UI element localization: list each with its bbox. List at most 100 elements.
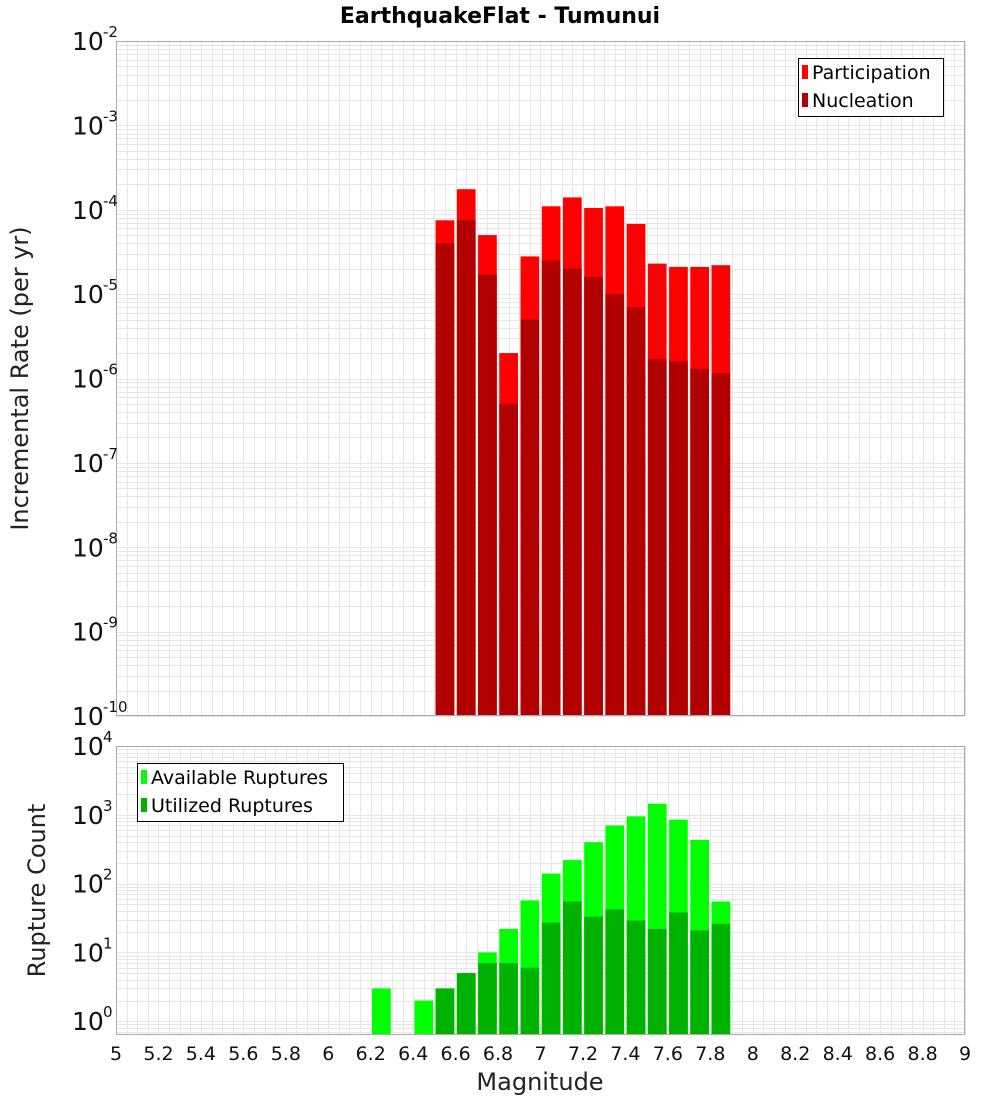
bar	[669, 912, 688, 1035]
legend-box	[137, 763, 344, 822]
y-tick-base: 10	[72, 618, 104, 647]
y-tick-label: 10 -2	[72, 23, 118, 56]
y-tick-exponent: -6	[103, 361, 118, 379]
y-tick-label: 10 3	[72, 797, 113, 830]
bar	[605, 294, 625, 716]
bar	[499, 403, 518, 716]
bar	[584, 916, 603, 1035]
bar	[435, 243, 455, 717]
bar	[669, 361, 688, 716]
y-tick-base: 10	[72, 801, 104, 830]
y-tick-base: 10	[72, 938, 104, 967]
bar	[478, 274, 497, 716]
bar	[456, 220, 476, 717]
x-tick-label: 8	[747, 1043, 759, 1065]
bar	[626, 307, 646, 716]
plot-frame	[116, 746, 965, 1035]
bar	[456, 973, 476, 1035]
legend-swatch	[802, 65, 808, 79]
legend: Available Ruptures Utilized Ruptures	[137, 763, 344, 822]
y-tick-label: 10 -6	[72, 361, 118, 394]
y-tick-base: 10	[72, 280, 104, 309]
x-tick-label: 8.8	[907, 1043, 937, 1065]
legend-swatch	[802, 93, 808, 107]
legend-box	[798, 58, 944, 117]
y-tick-exponent: 2	[103, 866, 113, 884]
bar	[626, 920, 646, 1035]
bar	[647, 359, 667, 716]
x-tick-label: 6.2	[356, 1043, 386, 1065]
bar	[690, 930, 709, 1035]
bar	[563, 901, 582, 1035]
bar	[499, 963, 518, 1035]
legend-swatch	[141, 798, 147, 812]
x-tick-label: 6.6	[440, 1043, 470, 1065]
x-tick-label: 8.4	[823, 1043, 853, 1065]
y-tick-exponent: -5	[103, 276, 118, 294]
grid	[116, 41, 966, 717]
y-tick-exponent: -3	[103, 107, 118, 125]
x-tick-label: 6	[322, 1043, 334, 1065]
legend-item: Available Ruptures	[151, 767, 328, 789]
series-utilized-ruptures	[435, 901, 731, 1035]
y-tick-exponent: -4	[103, 192, 118, 210]
y-tick-base: 10	[72, 870, 104, 899]
bar	[435, 988, 455, 1035]
y-tick-label: 10 -4	[72, 192, 118, 225]
x-tick-label: 5.4	[186, 1043, 216, 1065]
y-tick-base: 10	[72, 702, 104, 731]
y-tick-base: 10	[72, 533, 104, 562]
bar	[478, 963, 497, 1035]
bar	[414, 1000, 434, 1035]
x-tick-label: 9	[959, 1043, 971, 1065]
legend: Participation Nucleation	[798, 58, 944, 117]
bar	[711, 923, 731, 1035]
x-tick-label: 7.6	[653, 1043, 683, 1065]
bar	[372, 988, 391, 1035]
x-tick-label: 7.4	[610, 1043, 640, 1065]
y-tick-exponent: -10	[103, 698, 128, 716]
y-tick-label: 10 1	[72, 934, 113, 967]
x-tick-label: 6.4	[398, 1043, 428, 1065]
bar	[520, 319, 540, 716]
x-tick-label: 5.6	[228, 1043, 258, 1065]
panel-1: 10-210-310-410-510-610-710-810-910 -10Inc…	[6, 23, 966, 731]
y-tick-base: 10	[72, 27, 104, 56]
x-tick-label: 5.2	[143, 1043, 173, 1065]
bar	[541, 260, 561, 716]
x-tick-label: 8.2	[780, 1043, 810, 1065]
y-tick-base: 10	[72, 111, 104, 140]
x-tick-label: 5.8	[271, 1043, 301, 1065]
y-tick-base: 10	[72, 1007, 104, 1036]
bar	[541, 922, 561, 1035]
y-tick-base: 10	[72, 365, 104, 394]
legend-item: Utilized Ruptures	[151, 795, 313, 817]
y-tick-label: 10 -3	[72, 107, 118, 140]
chart-title: EarthquakeFlat - Tumunui	[340, 4, 660, 29]
x-tick-label: 7.2	[568, 1043, 598, 1065]
y-tick-label: 10 -7	[72, 445, 118, 478]
y-tick-base: 10	[72, 449, 104, 478]
legend-item: Nucleation	[812, 90, 914, 112]
series-nucleation	[435, 220, 731, 717]
plot-frame	[116, 41, 965, 716]
x-tick-label: 8.6	[865, 1043, 895, 1065]
y-tick-label: 10 0	[72, 1003, 113, 1036]
bar	[584, 276, 603, 716]
y-tick-base: 10	[72, 196, 104, 225]
y-tick-exponent: -9	[103, 614, 118, 632]
bar	[711, 373, 731, 716]
y-axis-label: Rupture Count	[23, 804, 51, 978]
bar	[647, 928, 667, 1035]
y-tick-exponent: -8	[103, 529, 118, 547]
y-tick-base: 10	[72, 732, 104, 761]
y-tick-exponent: 1	[103, 934, 113, 952]
y-tick-exponent: -7	[103, 445, 118, 463]
x-tick-label: 7	[534, 1043, 546, 1065]
bar	[690, 368, 709, 716]
legend-item: Participation	[812, 62, 931, 84]
y-tick-label: 10 -10	[72, 698, 128, 731]
y-tick-label: 10 2	[72, 866, 113, 899]
y-tick-exponent: 3	[103, 797, 113, 815]
